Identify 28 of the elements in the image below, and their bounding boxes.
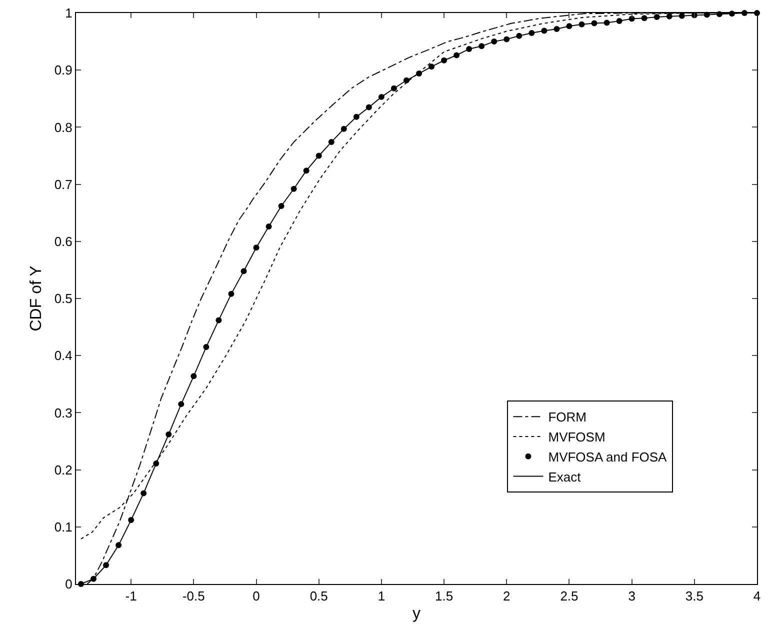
x-tick-label: 0.5: [310, 588, 328, 604]
x-tick-label: 1: [378, 588, 386, 604]
x-tick-label: 3.5: [685, 588, 704, 604]
x-tick-label: 2: [503, 588, 510, 604]
legend-label: FORM: [548, 410, 587, 425]
y-tick-label: 0.7: [54, 176, 72, 192]
x-axis-title: y: [412, 605, 420, 622]
legend-label: MVFOSM: [548, 430, 606, 445]
y-tick-label: 1: [65, 6, 72, 21]
x-tick-label: -0.5: [182, 588, 205, 604]
y-tick-label: 0: [65, 576, 72, 592]
legend-label: MVFOSA and FOSA: [548, 449, 668, 464]
y-tick-label: 0.6: [54, 234, 72, 249]
y-tick-label: 0.8: [54, 120, 72, 135]
y-tick-label: 0.4: [54, 348, 72, 364]
legend-label: Exact: [548, 469, 582, 484]
x-tick-label: 1.5: [435, 588, 454, 604]
x-tick-label: 2.5: [560, 588, 578, 604]
x-tick-label: 3: [628, 588, 636, 604]
y-tick-label: 0.9: [54, 62, 72, 78]
x-tick-label: 4: [753, 588, 761, 604]
y-tick-label: 0.3: [54, 405, 72, 420]
y-tick-label: 0.1: [54, 519, 72, 534]
x-tick-label: -1: [125, 588, 137, 604]
y-axis-title: CDF of Y: [28, 265, 46, 332]
y-tick-label: 0.5: [54, 291, 72, 306]
y-tick-label: 0.2: [54, 462, 72, 478]
x-tick-label: 0: [252, 588, 260, 604]
